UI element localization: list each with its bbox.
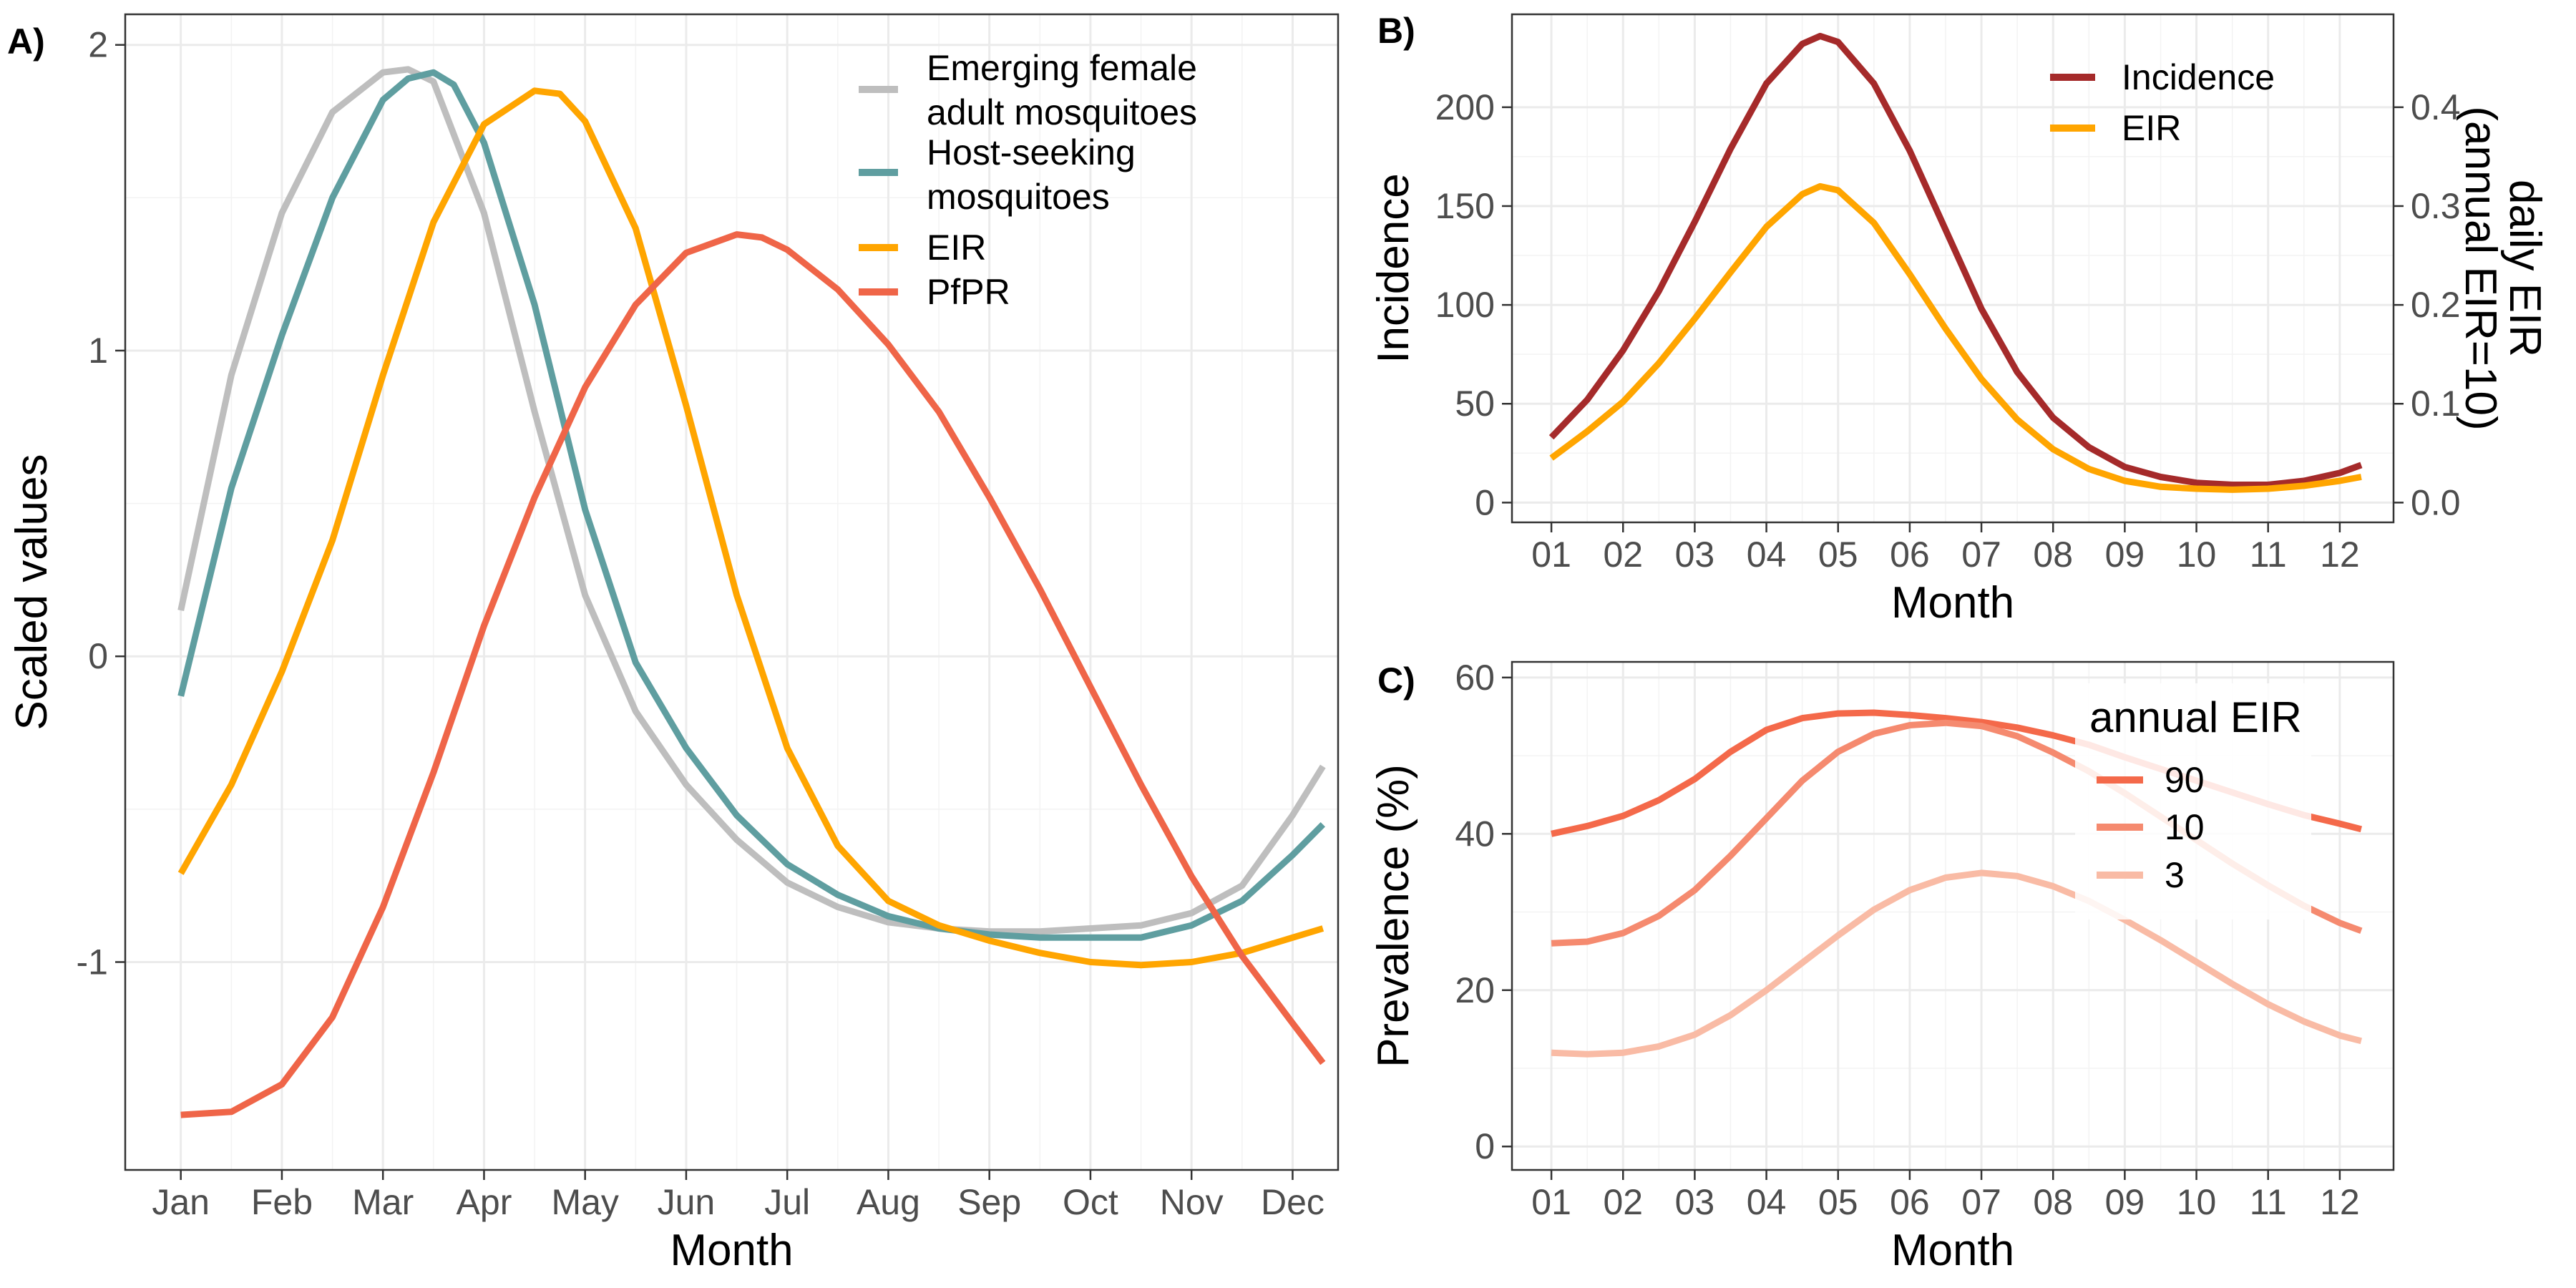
x-tick-label: 09: [2105, 535, 2145, 575]
x-tick-label: Mar: [352, 1182, 414, 1222]
x-tick-label: 01: [1531, 1182, 1571, 1222]
legend-label: 90: [2165, 760, 2205, 800]
x-tick-label: Feb: [251, 1182, 313, 1222]
x-tick-label: 09: [2105, 1182, 2145, 1222]
y-tick-label: 50: [1455, 384, 1495, 424]
y-tick-label: -1: [77, 942, 108, 982]
panel-label: C): [1377, 660, 1415, 701]
x-tick-label: 07: [1961, 1182, 2001, 1222]
x-tick-label: 02: [1603, 535, 1643, 575]
y-tick-label: 20: [1455, 970, 1495, 1010]
panel-label: A): [7, 21, 45, 62]
legend-background: [2075, 683, 2311, 919]
series-line-pfpr: [180, 231, 1326, 1118]
x-tick-label: 11: [2250, 1182, 2287, 1222]
x-tick-label: 05: [1818, 535, 1858, 575]
y-right-tick-label: 0.0: [2411, 482, 2461, 522]
x-tick-label: 08: [2033, 1182, 2073, 1222]
y-tick-label: 0: [1475, 1126, 1495, 1166]
y-tick-label: 2: [88, 25, 108, 65]
y-tick-label: 0: [1475, 482, 1495, 522]
y-right-axis-title: daily EIR(annual EIR=10): [2456, 106, 2550, 430]
x-tick-label: Nov: [1160, 1182, 1224, 1222]
x-tick-label: 12: [2320, 1182, 2360, 1222]
x-tick-label: 10: [2177, 535, 2217, 575]
y-right-axis-title-line: (annual EIR=10): [2456, 106, 2505, 430]
legend-label: 10: [2165, 807, 2205, 847]
x-tick-label: 12: [2320, 535, 2360, 575]
y-right-tick-label: 0.3: [2411, 186, 2461, 226]
legend-label: Incidence: [2122, 57, 2275, 97]
x-tick-label: 08: [2033, 535, 2073, 575]
x-tick-label: Jun: [658, 1182, 716, 1222]
panel-b: 01 02 03 04 05 06 07 08 09 10 11 12 0 50 100 150 200 Mont…: [1369, 11, 2550, 628]
legend-label: PfPR: [927, 272, 1010, 312]
y-tick-label: 60: [1455, 658, 1495, 698]
series-line-3: [1551, 869, 2363, 1058]
panel-c: 01 02 03 04 05 06 07 08 09 10 11 12 0 20 40 60 Month Prev…: [1369, 658, 2395, 1275]
x-tick-label: Dec: [1261, 1182, 1324, 1222]
series-line-eir: [177, 87, 1324, 969]
y-axis-title: Scaled values: [7, 454, 57, 730]
panel-a: Jan Feb Mar Apr May Jun Jul Aug Sep Oct Nov Dec -1 0 1…: [7, 13, 1340, 1275]
x-tick-label: 05: [1818, 1182, 1858, 1222]
y-right-axis-title-line: daily EIR: [2500, 180, 2550, 357]
x-tick-label: 03: [1675, 535, 1715, 575]
series-line-host-seeking-mosquitoes: [177, 69, 1325, 941]
plot-frame: [124, 13, 1340, 1171]
x-tick-label: 02: [1603, 1182, 1643, 1222]
x-tick-label: 11: [2250, 535, 2287, 575]
y-right-tick-label: 0.1: [2411, 384, 2461, 424]
x-tick-label: May: [551, 1182, 618, 1222]
legend-title: annual EIR: [2089, 693, 2302, 741]
x-tick-label: Oct: [1063, 1182, 1118, 1222]
y-right-tick-label: 0.2: [2411, 285, 2461, 325]
series-line-emerging-female-adult-mosquitoes: [177, 66, 1326, 935]
x-tick-label: Aug: [857, 1182, 920, 1222]
panel-label: B): [1377, 11, 1415, 51]
x-tick-label: Jan: [152, 1182, 210, 1222]
y-tick-label: 1: [88, 331, 108, 371]
plot-frame: [1511, 660, 2395, 1171]
series-line-eir: [1549, 182, 2362, 493]
x-axis-title: Month: [1891, 1226, 2014, 1275]
x-tick-label: 06: [1890, 1182, 1930, 1222]
y-axis-title: Incidence: [1369, 173, 1418, 363]
y-right-tick-label: 0.4: [2411, 87, 2461, 127]
series-line-incidence: [1548, 32, 2363, 488]
y-tick-label: 0: [88, 636, 108, 676]
x-axis-title: Month: [1891, 578, 2014, 628]
legend-label: EIR: [927, 228, 986, 268]
x-tick-label: 07: [1961, 535, 2001, 575]
x-tick-label: 04: [1747, 535, 1787, 575]
x-tick-label: Apr: [457, 1182, 512, 1222]
x-tick-label: Sep: [957, 1182, 1021, 1222]
legend-label: EIR: [2122, 108, 2181, 148]
legend-label: Emerging female adult mosquitoes: [927, 48, 1197, 132]
x-tick-label: 03: [1675, 1182, 1715, 1222]
legend-label: 3: [2165, 855, 2185, 895]
y-tick-label: 40: [1455, 814, 1495, 854]
x-axis-title: Month: [670, 1226, 793, 1275]
x-tick-label: 04: [1747, 1182, 1787, 1222]
plot-frame: [1511, 13, 2395, 524]
x-tick-label: 10: [2177, 1182, 2217, 1222]
x-tick-label: 01: [1531, 535, 1571, 575]
x-tick-label: Jul: [764, 1182, 810, 1222]
legend-label-line: Host-seeking: [927, 132, 1136, 172]
y-tick-label: 100: [1435, 285, 1495, 325]
x-tick-label: 06: [1890, 535, 1930, 575]
y-axis-title: Prevalence (%): [1369, 764, 1418, 1068]
legend-label-line: mosquitoes: [927, 177, 1110, 217]
legend-label-line: adult mosquitoes: [927, 92, 1197, 132]
legend-label-line: Emerging female: [927, 48, 1197, 88]
y-tick-label: 200: [1435, 87, 1495, 127]
legend-label: Host-seeking mosquitoes: [927, 132, 1136, 217]
y-tick-label: 150: [1435, 186, 1495, 226]
